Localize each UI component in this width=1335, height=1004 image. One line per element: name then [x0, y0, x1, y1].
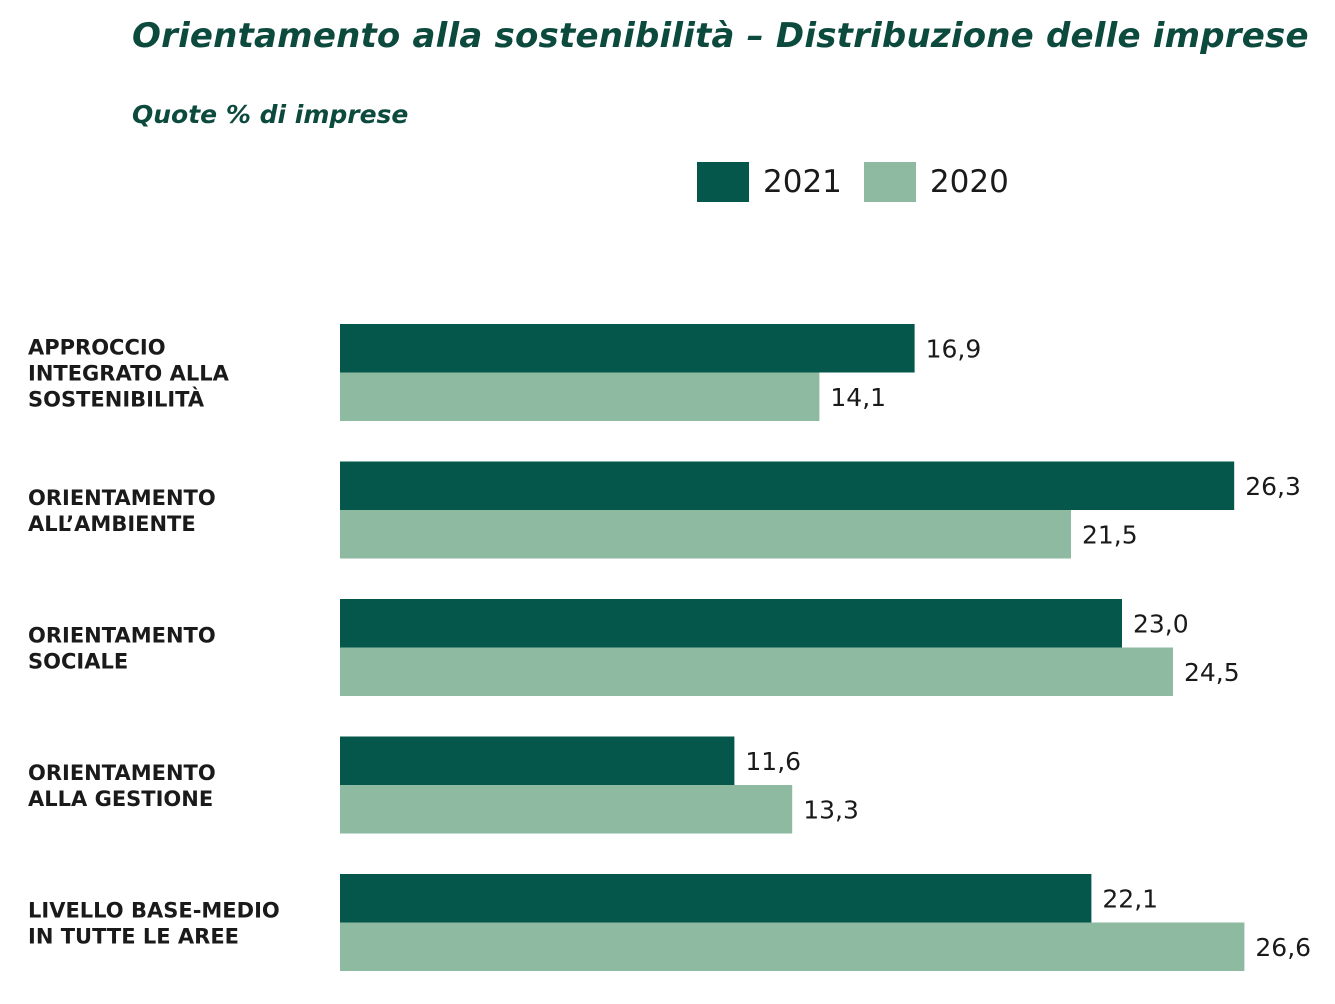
bar-2021	[340, 599, 1122, 648]
bar-2020	[340, 922, 1245, 971]
value-label-2020: 24,5	[1184, 658, 1240, 687]
chart-title: Orientamento alla sostenibilità – Distri…	[132, 16, 1309, 56]
value-label-2020: 21,5	[1082, 520, 1138, 549]
bar-2020	[340, 510, 1071, 559]
value-label-2020: 13,3	[803, 795, 859, 824]
category-label: INTEGRATO ALLA	[28, 362, 230, 386]
bar-2021	[340, 324, 915, 373]
value-label-2021: 23,0	[1133, 609, 1189, 638]
bar-2020	[340, 785, 793, 834]
category-label: ORIENTAMENTO	[28, 761, 216, 785]
value-label-2020: 14,1	[830, 383, 886, 412]
category-label: ALL’AMBIENTE	[28, 512, 196, 536]
value-label-2020: 26,6	[1255, 933, 1311, 962]
legend-swatch-2020	[863, 162, 916, 202]
bar-2020	[340, 372, 820, 421]
bar-2021	[340, 736, 735, 785]
category-label: SOSTENIBILITÀ	[28, 387, 205, 412]
value-label-2021: 26,3	[1245, 472, 1301, 501]
category-label: APPROCCIO	[28, 336, 166, 360]
legend: 2021 2020	[697, 162, 1031, 202]
bar-2021	[340, 874, 1092, 923]
category-label: LIVELLO BASE-MEDIO	[28, 899, 280, 923]
value-label-2021: 11,6	[745, 747, 801, 776]
value-label-2021: 16,9	[926, 334, 982, 363]
legend-label-2021: 2021	[763, 164, 842, 200]
category-label: ALLA GESTIONE	[28, 787, 213, 811]
bar-2021	[340, 461, 1235, 510]
legend-item-2021: 2021	[697, 162, 842, 202]
legend-swatch-2021	[697, 162, 749, 202]
legend-label-2020: 2020	[929, 164, 1009, 200]
chart-subtitle: Quote % di imprese	[132, 100, 409, 129]
value-label-2021: 22,1	[1102, 884, 1158, 913]
category-label: IN TUTTE LE AREE	[28, 925, 239, 949]
category-label: SOCIALE	[28, 650, 128, 674]
category-label: ORIENTAMENTO	[28, 624, 216, 648]
bar-2020	[340, 647, 1173, 696]
legend-item-2020: 2020	[863, 162, 1009, 202]
category-label: ORIENTAMENTO	[28, 486, 216, 510]
